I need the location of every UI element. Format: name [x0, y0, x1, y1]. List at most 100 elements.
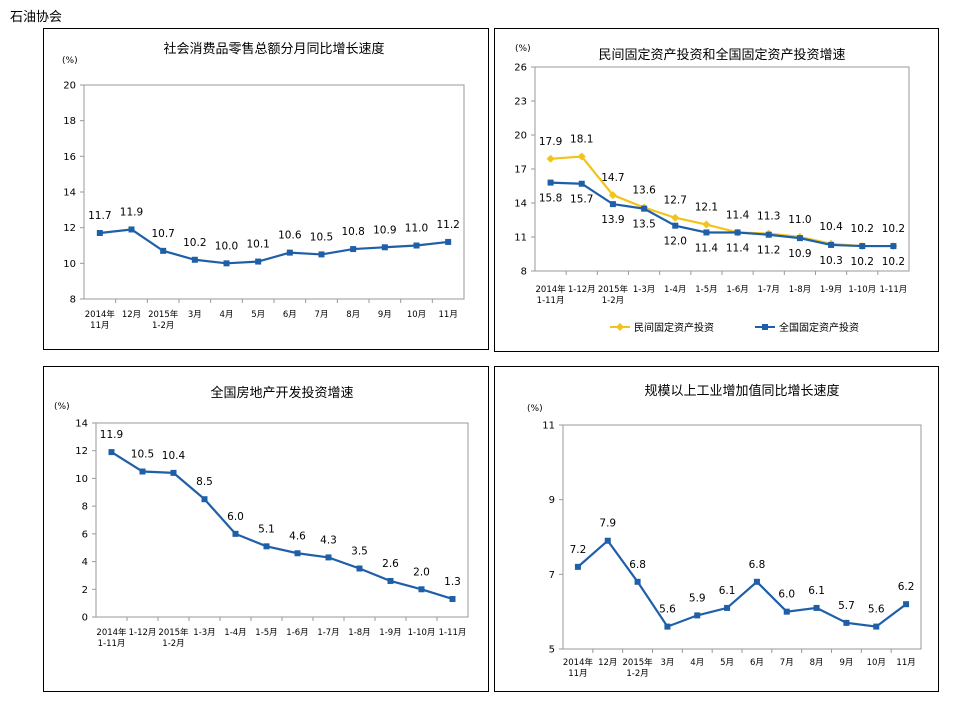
x-tick-label: 1-7月 [758, 285, 780, 295]
data-point [547, 179, 554, 186]
data-label: 5.6 [659, 604, 676, 616]
chart-panel-fixed-investment: 民间固定资产投资和全国固定资产投资增速 (%) 8 11 14 17 20 23 26 2014年… [494, 28, 939, 352]
x-tick-label-line: 10月 [407, 310, 426, 320]
x-tick-label: 1-11月 [439, 628, 467, 638]
x-tick-label: 1-5月 [695, 285, 717, 295]
y-tick-label: 14 [514, 199, 527, 210]
data-point [160, 247, 167, 254]
y-tick-label: 20 [514, 131, 527, 142]
x-tick-label-line: 7月 [780, 658, 794, 668]
x-tick-label: 2014年 1-11月 [96, 627, 127, 649]
legend-label: 民间固定资产投资 [634, 321, 714, 334]
data-point [108, 449, 115, 456]
y-tick-label: 14 [75, 419, 88, 430]
series-line [577, 539, 907, 628]
data-label: 7.2 [570, 544, 587, 556]
data-label: 10.2 [851, 256, 874, 268]
data-label: 10.8 [341, 226, 364, 238]
data-label: 4.3 [320, 534, 337, 546]
x-tick-label-line: 11月 [896, 658, 915, 668]
x-tick-label: 1-6月 [726, 285, 748, 295]
data-label: 11.9 [100, 429, 123, 441]
x-tick-label: 2014年 1-11月 [536, 284, 567, 306]
data-point [294, 550, 301, 557]
x-tick-label: 1-4月 [224, 628, 246, 638]
y-tick-label: 23 [514, 97, 527, 108]
x-tick-label: 2015年 1-2月 [598, 284, 629, 306]
data-point [232, 530, 239, 537]
x-tick-label-line: 6月 [283, 310, 297, 320]
x-tick-label-line: 1-2月 [162, 639, 184, 649]
plot-frame [83, 84, 465, 300]
x-tick-label-line: 1-5月 [255, 628, 277, 638]
data-label: 11.4 [726, 209, 750, 221]
x-tick-label: 8月 [346, 310, 360, 320]
x-tick-label-line: 1-2月 [626, 669, 648, 679]
x-tick-label-line: 2014年 [563, 657, 594, 668]
data-label: 10.7 [151, 228, 174, 240]
series-line [550, 181, 894, 248]
data-point [609, 201, 616, 208]
x-tick-label-line: 2015年 [158, 627, 189, 638]
data-label: 2.0 [413, 566, 430, 578]
x-tick-label: 1-3月 [193, 628, 215, 638]
x-tick-label-line: 1-3月 [633, 285, 655, 295]
x-tick-label-line: 8月 [810, 658, 824, 668]
x-tick-label: 3月 [660, 658, 674, 668]
y-tick-label: 12 [63, 223, 76, 234]
data-label: 6.1 [719, 585, 736, 597]
x-tick-label: 1-8月 [348, 628, 370, 638]
data-label: 6.8 [749, 559, 766, 571]
x-tick-label-line: 1-2月 [152, 321, 174, 331]
legend-marker [616, 323, 624, 331]
data-point [890, 243, 897, 250]
data-label: 3.5 [351, 546, 368, 558]
data-label: 13.6 [632, 185, 656, 197]
data-label: 10.4 [819, 221, 843, 233]
x-tick-label-line: 2014年 [96, 627, 127, 638]
data-point [356, 565, 363, 572]
data-label: 15.8 [539, 193, 562, 205]
data-point [201, 496, 208, 503]
data-point [577, 152, 586, 161]
y-axis-unit: (%) [527, 404, 543, 414]
data-label: 14.7 [601, 172, 624, 184]
x-tick-label: 12月 [122, 310, 141, 320]
data-point [694, 612, 701, 619]
x-tick-label-line: 11月 [439, 310, 458, 320]
data-label: 11.0 [405, 223, 428, 235]
data-point [903, 601, 910, 608]
data-point [170, 469, 177, 476]
data-label: 8.5 [196, 476, 213, 488]
chart-panel-industrial: 规模以上工业增加值同比增长速度 (%) 5 7 9 11 2014年 11月 12月 2015年 1… [494, 366, 939, 692]
data-point [796, 235, 803, 242]
fixed-investment-chart: 民间固定资产投资和全国固定资产投资增速 (%) 8 11 14 17 20 23 26 2014年… [514, 44, 910, 334]
chart-title: 全国房地产开发投资增速 [210, 385, 353, 401]
x-tick-label: 1-5月 [255, 628, 277, 638]
x-tick-label: 1-10月 [408, 628, 436, 638]
data-point [703, 229, 710, 236]
data-label: 2.6 [382, 558, 399, 570]
data-point [843, 619, 850, 626]
data-point [828, 241, 835, 248]
x-tick-label: 6月 [750, 658, 764, 668]
data-point [608, 191, 617, 200]
x-tick-label-line: 1-9月 [820, 285, 842, 295]
data-point [128, 226, 135, 233]
data-point [574, 563, 581, 570]
x-tick-label: 12月 [598, 658, 617, 668]
x-tick-label: 1-8月 [789, 285, 811, 295]
x-tick-label: 11月 [896, 658, 915, 668]
series-line [110, 451, 453, 601]
y-tick-label: 14 [63, 188, 76, 199]
x-tick-label-line: 1-9月 [379, 628, 401, 638]
data-label: 18.1 [570, 134, 593, 146]
x-tick-label-line: 8月 [346, 310, 360, 320]
data-label: 10.2 [882, 223, 905, 235]
data-point [418, 586, 425, 593]
x-tick-label: 10月 [407, 310, 426, 320]
chart-title: 民间固定资产投资和全国固定资产投资增速 [598, 47, 845, 63]
x-tick-label-line: 7月 [315, 310, 329, 320]
data-label: 1.3 [444, 576, 461, 588]
